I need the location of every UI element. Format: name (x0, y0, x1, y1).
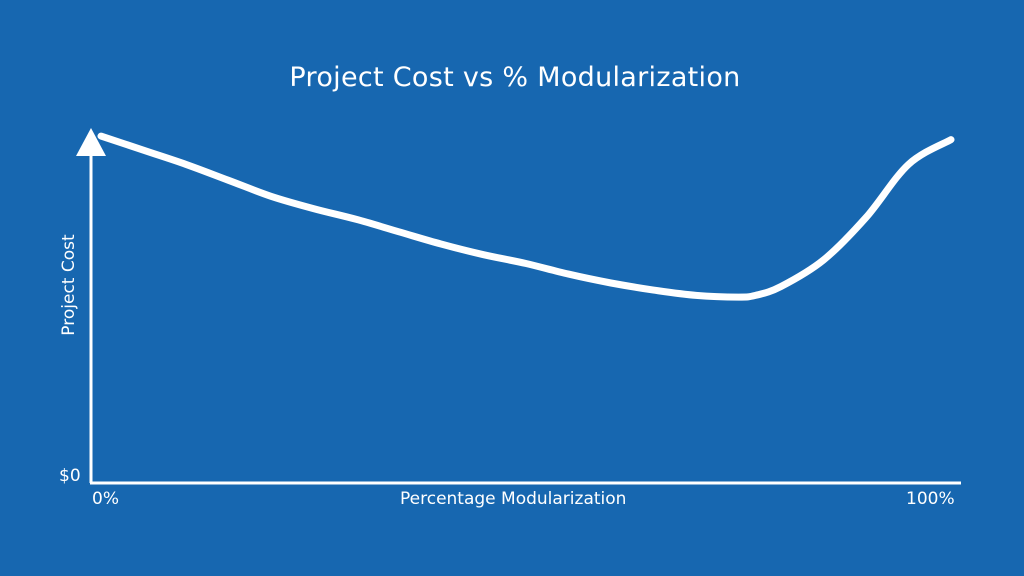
curve-point (906, 161, 912, 167)
curve-point (183, 161, 189, 167)
curve-point (98, 133, 104, 139)
x-axis-label: Percentage Modularization (400, 489, 627, 509)
curve-point (566, 271, 572, 277)
x-tick-label-start: 0% (92, 489, 119, 509)
curve-point (396, 229, 402, 235)
cost-curve-points (98, 133, 954, 300)
curve-point (438, 241, 444, 247)
curve-point (311, 206, 317, 212)
curve-point (353, 216, 359, 222)
curve-point (141, 147, 147, 153)
curve-point (863, 215, 869, 221)
curve-point (753, 292, 759, 298)
curve-point (608, 280, 614, 286)
curve-point (693, 292, 699, 298)
x-tick-label-end: 100% (906, 489, 955, 509)
curve-point (821, 257, 827, 263)
cost-curve-line (97, 132, 955, 301)
curve-point (523, 261, 529, 267)
curve-point (226, 177, 232, 183)
curve-point (778, 284, 784, 290)
curve-point (481, 252, 487, 258)
curve-point (736, 294, 742, 300)
curve-point (948, 137, 954, 143)
curve-point (651, 287, 657, 293)
y-axis-label: Project Cost (59, 234, 79, 336)
y-tick-label: $0 (59, 466, 81, 486)
chart-title: Project Cost vs % Modularization (289, 62, 741, 93)
curve-point (268, 193, 274, 199)
y-axis-arrow-icon (76, 128, 106, 156)
